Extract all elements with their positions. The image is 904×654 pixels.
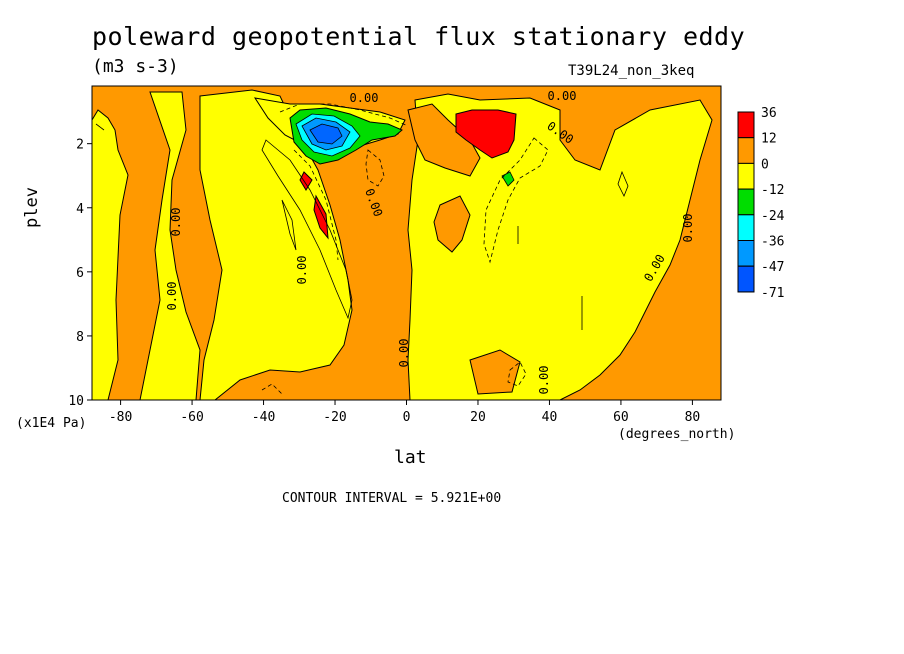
color-legend: 36 12 0 -12 -24 -36 -47 -71 [737, 106, 785, 301]
x-tick-label: -20 [323, 410, 346, 425]
dashed-contour-3 [365, 149, 385, 187]
contour-label: 0.00 [681, 214, 695, 243]
x-axis-label: lat [394, 447, 427, 468]
chart-title: poleward geopotential flux stationary ed… [92, 22, 746, 51]
x-tick-label: 60 [613, 410, 629, 425]
y-tick-label: 8 [76, 330, 84, 345]
x-tick-label: 0 [403, 410, 411, 425]
x-tick-label: -60 [180, 410, 203, 425]
legend-label: -47 [761, 260, 784, 275]
dashed-contour-6 [261, 383, 283, 395]
orange-blob-equator-strip [407, 103, 481, 177]
y-tick-label: 2 [76, 138, 84, 153]
y-axis-units: (x1E4 Pa) [16, 416, 87, 431]
legend-swatch [737, 240, 755, 267]
x-tick-label: 40 [542, 410, 558, 425]
contour-label: 0.00 [397, 339, 411, 368]
solid-contours [95, 123, 629, 330]
run-label: T39L24_non_3keq [568, 63, 695, 79]
dashed-contour-4 [483, 137, 549, 264]
x-tick-label: -80 [109, 410, 132, 425]
contour-label: 0.00 [350, 91, 379, 105]
x-tick-label: -40 [252, 410, 275, 425]
y-tick-label: 10 [68, 394, 84, 409]
y-axis-ticks: 2 4 6 8 10 [68, 138, 92, 409]
orange-blob-north-mid [433, 195, 471, 253]
y-tick-label: 4 [76, 202, 84, 217]
contour-fill-layer [92, 86, 721, 400]
orange-blob-north-bottom [469, 349, 521, 395]
contour-label: 0.00 [548, 89, 577, 103]
contour-label: 0.00 [295, 256, 309, 285]
legend-swatch [737, 111, 755, 139]
solid-contour-3 [617, 170, 629, 197]
red-spot-b [313, 194, 329, 240]
contour-label: 0.00 [165, 282, 179, 311]
y-tick-label: 6 [76, 266, 84, 281]
yellow-region-north [407, 93, 713, 400]
solid-contour-6 [95, 123, 105, 131]
legend-label: 0 [761, 157, 769, 172]
yellow-region-west [92, 109, 129, 400]
dashed-contour-5 [507, 361, 527, 387]
x-tick-label: 20 [470, 410, 486, 425]
contour-label: 0.00 [537, 366, 551, 395]
x-axis-ticks: -80 -60 -40 -20 0 20 40 60 80 [109, 400, 700, 425]
chart-units: (m3 s-3) [92, 56, 179, 77]
legend-swatch [737, 137, 755, 164]
legend-swatch [737, 265, 755, 293]
yellow-region-southwest [139, 91, 201, 400]
x-axis-units: (degrees_north) [618, 427, 736, 442]
x-tick-label: 80 [685, 410, 701, 425]
solid-contour-2 [281, 199, 297, 251]
solid-contour-1 [261, 139, 353, 320]
red-positive-core [455, 109, 517, 159]
contour-label: 0.00 [169, 208, 183, 237]
blue-negative-core [309, 123, 343, 145]
contour-interval-note: CONTOUR INTERVAL = 5.921E+00 [282, 491, 502, 506]
legend-label: -36 [761, 235, 784, 250]
legend-label: 12 [761, 132, 777, 147]
legend-label: -71 [761, 286, 784, 301]
dashed-contour-1 [279, 103, 409, 127]
legend-swatch [737, 162, 755, 190]
legend-swatch [737, 214, 755, 242]
legend-label: -12 [761, 183, 784, 198]
y-axis-label: plev [22, 187, 42, 228]
legend-label: 36 [761, 106, 777, 121]
legend-label: -24 [761, 209, 785, 224]
legend-swatch [737, 188, 755, 216]
green-spot-north [501, 171, 515, 187]
